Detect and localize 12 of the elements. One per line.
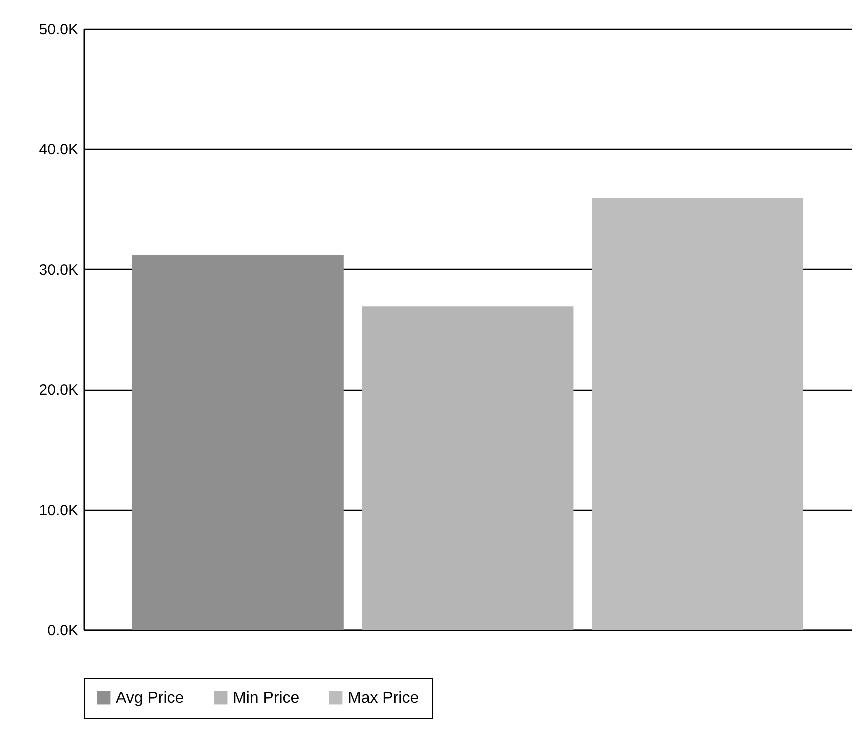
bar bbox=[592, 198, 804, 630]
legend-label: Min Price bbox=[233, 690, 300, 707]
bar bbox=[132, 254, 344, 630]
y-tick-label: 30.0K bbox=[39, 262, 78, 279]
y-tick-label: 40.0K bbox=[39, 142, 78, 159]
y-tick-label: 0.0K bbox=[48, 622, 78, 640]
y-tick-label: 50.0K bbox=[39, 22, 78, 38]
bar bbox=[362, 306, 574, 630]
y-tick-label: 10.0K bbox=[39, 502, 78, 520]
y-tick-label: 20.0K bbox=[39, 382, 78, 400]
legend-label: Max Price bbox=[348, 690, 420, 707]
legend-label: Avg Price bbox=[116, 690, 184, 707]
